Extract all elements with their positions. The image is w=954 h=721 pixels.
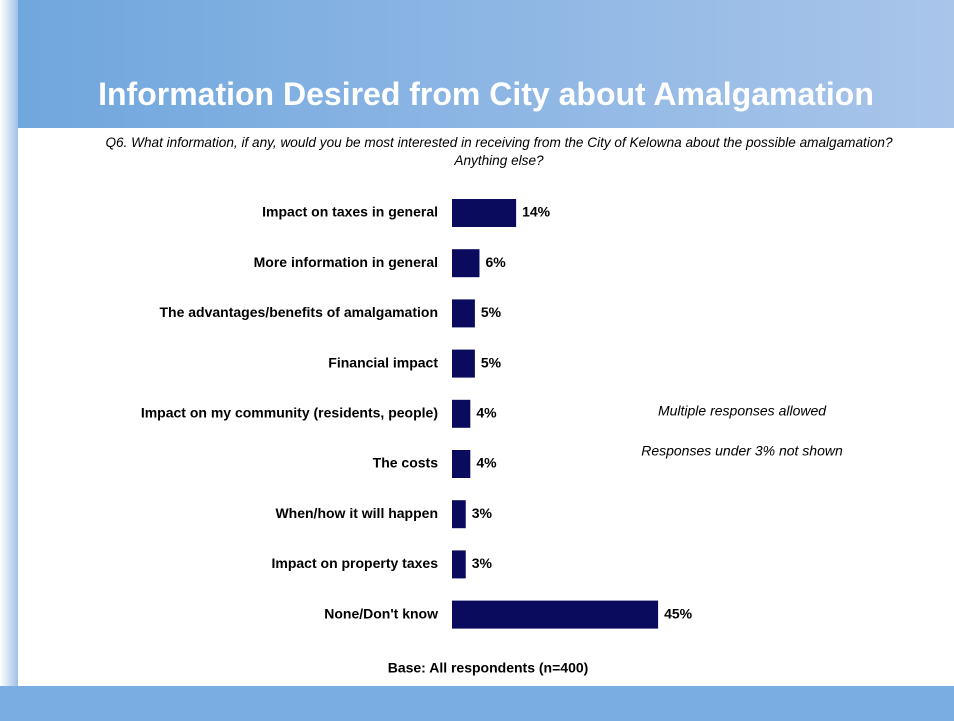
bottom-strip (0, 686, 954, 721)
bar (452, 500, 466, 529)
bar (452, 299, 475, 328)
annotation: Responses under 3% not shown (641, 443, 843, 459)
category-label: None/Don't know (324, 605, 438, 621)
bar (452, 199, 517, 227)
bar (452, 249, 480, 278)
chart-subtitle: Q6. What information, if any, would you … (105, 135, 893, 168)
footnote: Base: All respondents (n=400) (388, 660, 589, 676)
data-label: 6% (485, 254, 506, 270)
category-label: Impact on my community (residents, peopl… (141, 405, 438, 421)
category-label: Impact on taxes in general (262, 204, 438, 220)
category-label: The advantages/benefits of amalgamation (159, 304, 438, 320)
data-label: 4% (476, 405, 497, 421)
bar (452, 399, 471, 428)
data-label: 3% (472, 555, 493, 571)
chart-title: Information Desired from City about Amal… (98, 76, 874, 112)
category-label: Impact on property taxes (272, 555, 439, 571)
category-label: More information in general (254, 254, 438, 270)
data-label: 5% (481, 304, 502, 320)
data-label: 5% (481, 354, 502, 370)
category-label: Financial impact (328, 354, 438, 370)
bar (452, 550, 466, 579)
annotation: Multiple responses allowed (658, 403, 827, 419)
bar (452, 450, 471, 478)
data-label: 3% (472, 505, 493, 521)
banner (0, 0, 954, 128)
category-label: The costs (373, 455, 439, 471)
bar (452, 600, 659, 629)
data-label: 14% (522, 204, 551, 220)
category-label: When/how it will happen (275, 505, 438, 521)
data-label: 45% (664, 605, 693, 621)
data-label: 4% (476, 455, 497, 471)
left-strip (0, 0, 18, 721)
bar (452, 349, 475, 378)
